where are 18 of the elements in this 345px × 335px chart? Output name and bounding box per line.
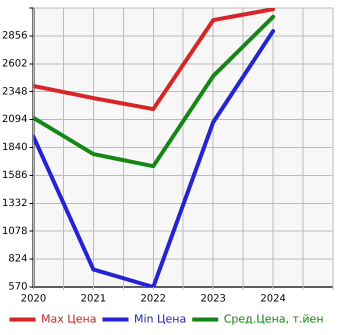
x-tick-label: 2020 [20, 294, 46, 305]
y-tick-label: 2094 [2, 114, 28, 126]
y-tick-label: 1840 [2, 142, 28, 154]
y-tick-label: 2348 [2, 86, 28, 98]
y-tick-label: 1078 [2, 226, 28, 237]
legend-label: Min Цена [134, 312, 186, 326]
y-tick-label: 570 [8, 282, 28, 293]
legend-label: Сред.Цена, т.йен [224, 312, 324, 326]
y-tick-label: 2856 [2, 30, 28, 42]
x-tick-label: 2023 [200, 294, 226, 305]
x-tick-label: 2024 [260, 294, 286, 305]
y-tick-label: 1332 [2, 198, 28, 209]
y-tick-label: 824 [8, 254, 28, 265]
legend-label: Max Цена [40, 312, 96, 326]
y-tick-label: 2602 [2, 58, 28, 70]
x-tick-label: 2022 [140, 294, 166, 305]
x-tick-label: 2021 [80, 294, 106, 305]
y-tick-label: 1586 [2, 170, 28, 181]
